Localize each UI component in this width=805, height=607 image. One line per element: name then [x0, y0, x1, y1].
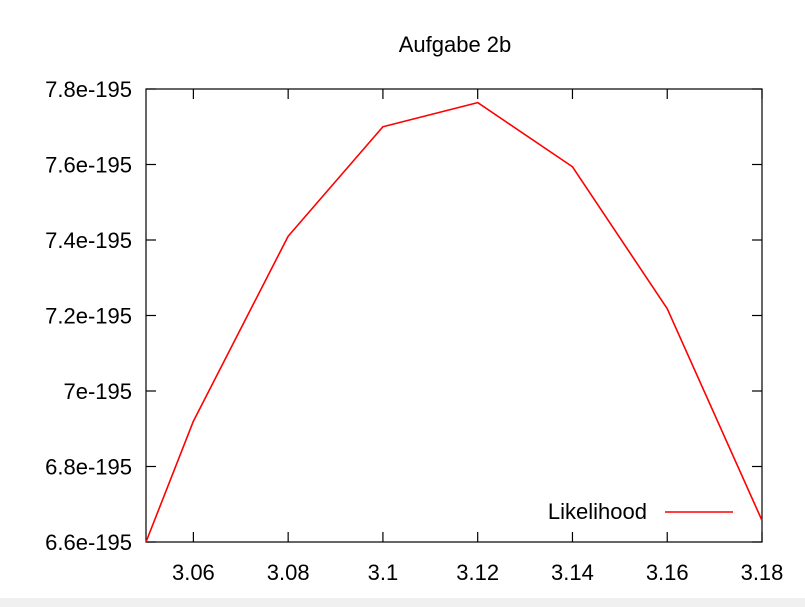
y-tick-label: 7.2e-195 — [45, 304, 132, 329]
series-line-likelihood — [145, 101, 763, 543]
x-tick-label: 3.16 — [646, 560, 689, 585]
bottom-strip — [0, 598, 805, 607]
x-tick-label: 3.06 — [172, 560, 215, 585]
x-tick-label: 3.14 — [551, 560, 594, 585]
y-tick-label: 7.8e-195 — [45, 77, 132, 102]
x-tick-label: 3.12 — [456, 560, 499, 585]
plot-area — [145, 88, 763, 543]
y-axis-labels: 6.6e-195 6.8e-195 7e-195 7.2e-195 7.4e-195 7.… — [45, 77, 132, 555]
series-layer — [145, 101, 763, 543]
y-tick-label: 6.8e-195 — [45, 455, 132, 480]
legend: Likelihood — [548, 499, 733, 524]
y-tick-label: 7e-195 — [63, 379, 132, 404]
legend-label: Likelihood — [548, 499, 647, 524]
chart-title: Aufgabe 2b — [399, 32, 512, 57]
x-tick-label: 3.18 — [741, 560, 784, 585]
y-tick-label: 6.6e-195 — [45, 530, 132, 555]
y-tick-label: 7.4e-195 — [45, 228, 132, 253]
x-axis-labels: 3.06 3.08 3.1 3.12 3.14 3.16 3.18 — [172, 560, 783, 585]
y-tick-label: 7.6e-195 — [45, 153, 132, 178]
x-tick-label: 3.08 — [267, 560, 310, 585]
x-tick-label: 3.1 — [368, 560, 399, 585]
